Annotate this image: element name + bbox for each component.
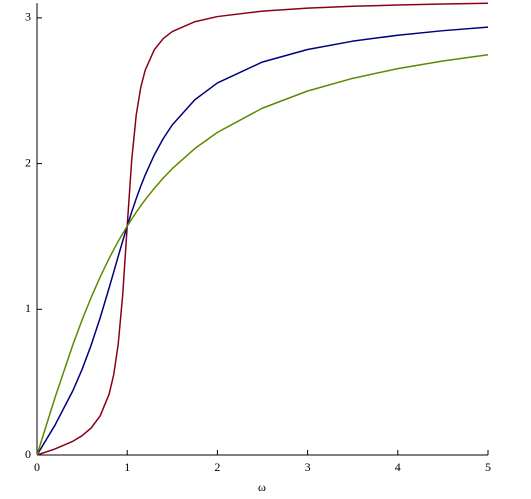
x-tick-label: 0 [34, 460, 40, 474]
y-tick-label: 0 [25, 447, 31, 461]
y-tick-label: 2 [25, 155, 31, 169]
series-line [36, 54, 489, 456]
x-tick-label: 4 [395, 460, 401, 474]
x-axis-label: ω [258, 480, 266, 494]
series-line [36, 26, 489, 456]
y-tick-label: 3 [25, 10, 31, 24]
x-tick-label: 2 [214, 460, 220, 474]
y-tick-label: 1 [25, 301, 31, 315]
x-tick-label: 1 [124, 460, 130, 474]
x-tick-label: 3 [305, 460, 311, 474]
x-tick-label: 5 [485, 460, 491, 474]
series-line [36, 2, 489, 456]
